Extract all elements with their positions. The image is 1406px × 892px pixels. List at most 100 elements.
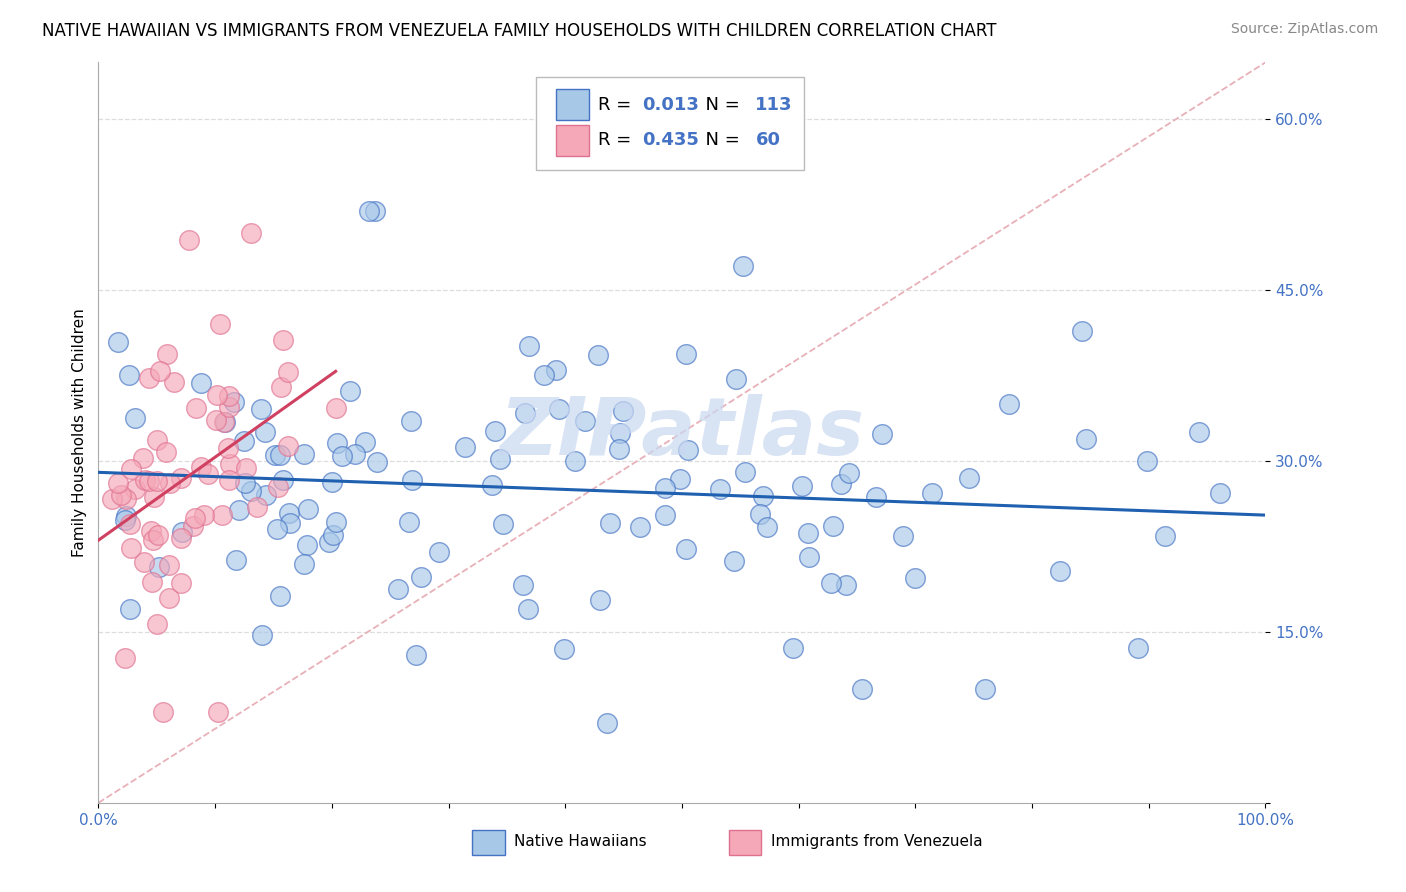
Point — [269, 589, 291, 603]
Point — [240, 484, 263, 499]
Point — [277, 439, 299, 453]
Point — [513, 406, 536, 420]
Text: Source: ZipAtlas.com: Source: ZipAtlas.com — [1230, 22, 1378, 37]
Point — [731, 260, 754, 274]
Point — [586, 348, 609, 362]
Point — [481, 477, 503, 491]
Point — [957, 470, 980, 484]
Point — [398, 515, 420, 529]
Point — [401, 414, 423, 428]
Point — [709, 482, 731, 496]
Text: ZIPatlas: ZIPatlas — [499, 393, 865, 472]
Point — [612, 404, 634, 418]
Point — [797, 549, 820, 564]
Point — [240, 227, 263, 241]
Point — [124, 411, 146, 425]
Point — [145, 616, 167, 631]
Text: Native Hawaiians: Native Hawaiians — [513, 834, 647, 849]
Point — [546, 363, 568, 377]
Point — [114, 651, 136, 665]
Bar — [555, 89, 589, 120]
Point — [148, 528, 170, 542]
Point — [218, 389, 240, 403]
Point — [835, 578, 858, 592]
Point — [734, 465, 756, 479]
Point — [212, 415, 235, 429]
Point — [297, 502, 319, 516]
Point — [553, 641, 575, 656]
Point — [211, 508, 233, 522]
Point — [749, 507, 772, 521]
Point — [628, 519, 651, 533]
Point — [172, 524, 194, 539]
Text: 0.013: 0.013 — [643, 95, 699, 113]
Point — [141, 524, 163, 538]
Point — [266, 522, 288, 536]
Point — [157, 591, 180, 606]
Point — [269, 448, 291, 462]
Point — [218, 473, 240, 487]
Point — [228, 502, 250, 516]
Point — [118, 368, 141, 382]
Point — [145, 475, 167, 489]
Point — [782, 641, 804, 656]
Point — [155, 444, 177, 458]
Point — [790, 478, 813, 492]
Point — [190, 376, 212, 391]
Point — [292, 447, 315, 461]
Point — [114, 513, 136, 527]
Text: N =: N = — [693, 131, 745, 149]
Point — [675, 347, 697, 361]
Text: Immigrants from Venezuela: Immigrants from Venezuela — [770, 834, 983, 849]
Point — [114, 491, 136, 506]
Point — [339, 384, 361, 399]
Point — [654, 481, 676, 495]
Point — [120, 541, 142, 555]
Point — [797, 525, 820, 540]
Point — [484, 424, 506, 438]
Point — [124, 482, 146, 496]
FancyBboxPatch shape — [536, 78, 804, 169]
Y-axis label: Family Households with Children: Family Households with Children — [72, 309, 87, 557]
Point — [516, 602, 538, 616]
Point — [891, 529, 914, 543]
Point — [263, 448, 285, 462]
Point — [110, 488, 132, 502]
Point — [318, 535, 340, 549]
Point — [107, 476, 129, 491]
Point — [1209, 486, 1232, 500]
Point — [209, 318, 232, 332]
Point — [366, 455, 388, 469]
Point — [387, 582, 409, 596]
Point — [297, 538, 319, 552]
Point — [564, 454, 586, 468]
Point — [148, 559, 170, 574]
Point — [118, 516, 141, 531]
Point — [344, 447, 367, 461]
Point — [599, 516, 621, 531]
Point — [235, 460, 257, 475]
Point — [1049, 564, 1071, 578]
Point — [654, 508, 676, 523]
Point — [250, 402, 273, 417]
Point — [170, 575, 193, 590]
Point — [107, 335, 129, 350]
Point — [589, 592, 612, 607]
Point — [974, 681, 997, 696]
Point — [533, 368, 555, 382]
Point — [101, 491, 124, 506]
Point — [152, 705, 174, 719]
Point — [149, 364, 172, 378]
Point — [851, 681, 873, 696]
Point — [183, 519, 205, 533]
Text: 113: 113 — [755, 95, 793, 113]
Point — [142, 533, 165, 547]
Point — [184, 401, 207, 415]
Point — [205, 388, 228, 402]
Point — [427, 545, 450, 559]
Point — [865, 491, 887, 505]
Point — [921, 486, 943, 500]
Point — [755, 519, 778, 533]
Point — [207, 705, 229, 719]
Point — [322, 527, 344, 541]
